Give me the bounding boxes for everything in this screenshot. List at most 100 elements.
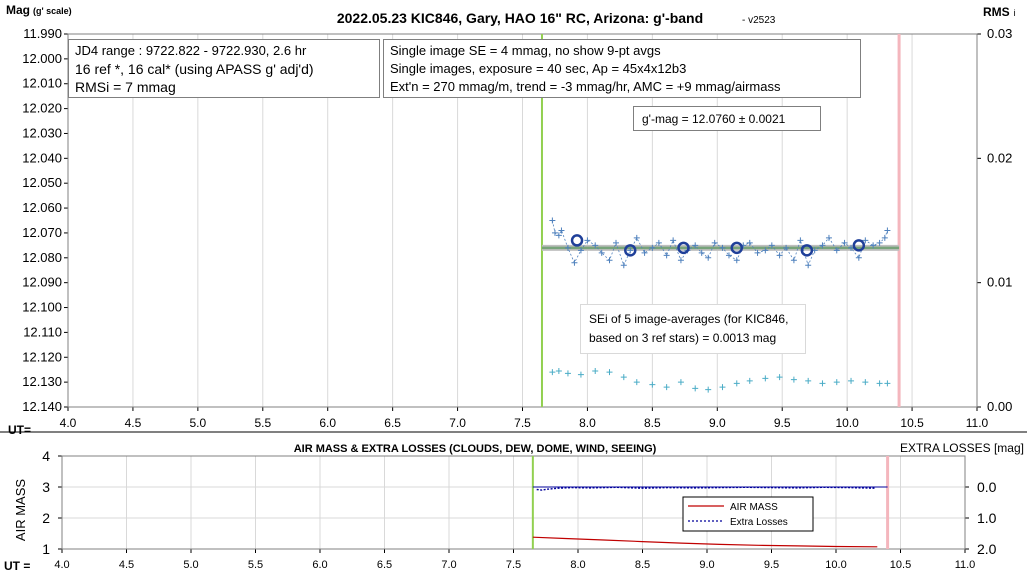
extinction-line: Ext'n = 270 mmag/m, trend = -3 mmag/hr, …	[390, 79, 781, 94]
single-image-point	[819, 242, 826, 249]
rms-point	[555, 367, 562, 374]
top-x-tick-label: 6.5	[384, 416, 401, 430]
airmass-line	[532, 536, 878, 548]
bottom-y2label: EXTRA LOSSES [mag]	[900, 441, 1024, 455]
single-image-point	[598, 249, 605, 256]
single-image-point	[577, 247, 584, 254]
sei-box: SEi of 5 image-averages (for KIC846, bas…	[580, 304, 806, 354]
bottom-y2-tick-label: 0.0	[977, 479, 997, 495]
bottom-xlabel: UT =	[4, 559, 30, 573]
rms-point	[549, 369, 556, 376]
chart-title: 2022.05.23 KIC846, Gary, HAO 16" RC, Ari…	[337, 10, 703, 26]
single-image-point	[692, 242, 699, 249]
extra-losses-line	[536, 486, 875, 491]
rms-point	[733, 380, 740, 387]
single-image-point	[555, 232, 562, 239]
top-y-tick-label: 12.120	[22, 349, 62, 364]
single-image-point	[746, 239, 753, 246]
bottom-x-tick-label: 5.5	[248, 559, 263, 571]
bottom-x-tick-label: 7.0	[441, 559, 456, 571]
bottom-y2-tick-label: 1.0	[977, 510, 997, 526]
single-image-point	[848, 244, 855, 251]
single-image-point	[670, 237, 677, 244]
rms-point	[663, 384, 670, 391]
bottom-x-tick-label: 4.0	[54, 559, 69, 571]
single-image-point	[698, 249, 705, 256]
average-point	[677, 241, 690, 255]
top-xlabel: UT=	[8, 423, 31, 437]
rms-point	[762, 375, 769, 382]
single-image-point	[733, 257, 740, 264]
rms-point	[633, 379, 640, 386]
top-plot-frame	[67, 33, 978, 408]
single-image-point	[606, 257, 613, 264]
ref-stars-line: 16 ref *, 16 cal* (using APASS g' adj'd)	[75, 61, 314, 77]
rms-point	[705, 386, 712, 393]
single-image-point	[558, 227, 565, 234]
single-image-point	[790, 257, 797, 264]
average-point	[852, 239, 866, 252]
rms-point	[876, 380, 883, 387]
rms-point	[592, 367, 599, 374]
bottom-y-tick-label: 3	[42, 479, 50, 495]
single-image-point	[754, 249, 761, 256]
top-y-tick-label: 12.040	[22, 150, 62, 165]
single-image-point	[833, 247, 840, 254]
single-image-point	[620, 262, 627, 269]
top-x-tick-label: 9.0	[709, 416, 726, 430]
single-image-point	[805, 262, 812, 269]
top-y-tick-label: 12.080	[22, 250, 62, 265]
exposure-box: Single image SE = 4 mmag, no show 9-pt a…	[383, 39, 861, 98]
rms-point	[649, 381, 656, 388]
top-ylabel: Mag (g' scale)	[6, 3, 72, 17]
top-x-tick-label: 8.5	[644, 416, 661, 430]
bottom-chart-title: AIR MASS & EXTRA LOSSES (CLOUDS, DEW, DO…	[294, 443, 657, 455]
average-point	[624, 244, 637, 257]
bottom-x-tick-label: 9.5	[764, 559, 779, 571]
bottom-y-tick-label: 1	[42, 541, 50, 557]
single-image-point	[549, 217, 556, 224]
sei-line-2: based on 3 ref stars) = 0.0013 mag	[589, 331, 777, 345]
top-x-tick-label: 10.5	[900, 416, 924, 430]
top-x-tick-label: 4.0	[60, 416, 77, 430]
single-image-point	[719, 244, 726, 251]
single-image-point	[841, 239, 848, 246]
single-image-point	[655, 239, 662, 246]
single-image-point	[881, 234, 888, 241]
single-image-point	[870, 242, 877, 249]
bottom-x-tick-label: 11.0	[955, 559, 976, 571]
top-y-tick-label: 12.070	[22, 225, 62, 240]
exposure-line: Single images, exposure = 40 sec, Ap = 4…	[390, 61, 687, 76]
single-image-point	[768, 242, 775, 249]
single-image-point	[564, 244, 571, 251]
rms-point	[805, 377, 812, 384]
top-y-tick-label: 12.110	[23, 324, 62, 339]
single-image-point	[649, 244, 656, 251]
rms-point	[564, 370, 571, 377]
top-y-tick-label: 12.090	[22, 275, 62, 290]
top-x-tick-label: 6.0	[319, 416, 336, 430]
single-image-point	[725, 252, 732, 259]
bottom-x-tick-label: 8.5	[635, 559, 650, 571]
top-x-tick-label: 10.0	[835, 416, 859, 430]
single-image-point	[762, 247, 769, 254]
rms-point	[606, 369, 613, 376]
top-y-tick-label: 12.000	[22, 51, 62, 66]
single-image-point	[584, 237, 591, 244]
average-point	[570, 234, 584, 247]
rms-point	[776, 374, 783, 381]
top-y-tick-label: 11.990	[23, 26, 62, 41]
bottom-x-tick-label: 10.5	[890, 559, 911, 571]
single-image-point	[633, 234, 640, 241]
single-image-point	[571, 259, 578, 266]
rms-point	[692, 385, 699, 392]
gmag-box: g'-mag = 12.0760 ± 0.0021	[633, 106, 821, 131]
bottom-y-tick-label: 2	[42, 510, 50, 526]
single-image-point	[641, 249, 648, 256]
top-y2-tick-label: 0.00	[987, 399, 1012, 414]
top-y-tick-label: 12.050	[22, 175, 62, 190]
single-image-point	[776, 252, 783, 259]
legend: AIR MASS Extra Losses	[682, 496, 814, 532]
rms-point	[862, 379, 869, 386]
single-se-line: Single image SE = 4 mmag, no show 9-pt a…	[390, 43, 661, 58]
